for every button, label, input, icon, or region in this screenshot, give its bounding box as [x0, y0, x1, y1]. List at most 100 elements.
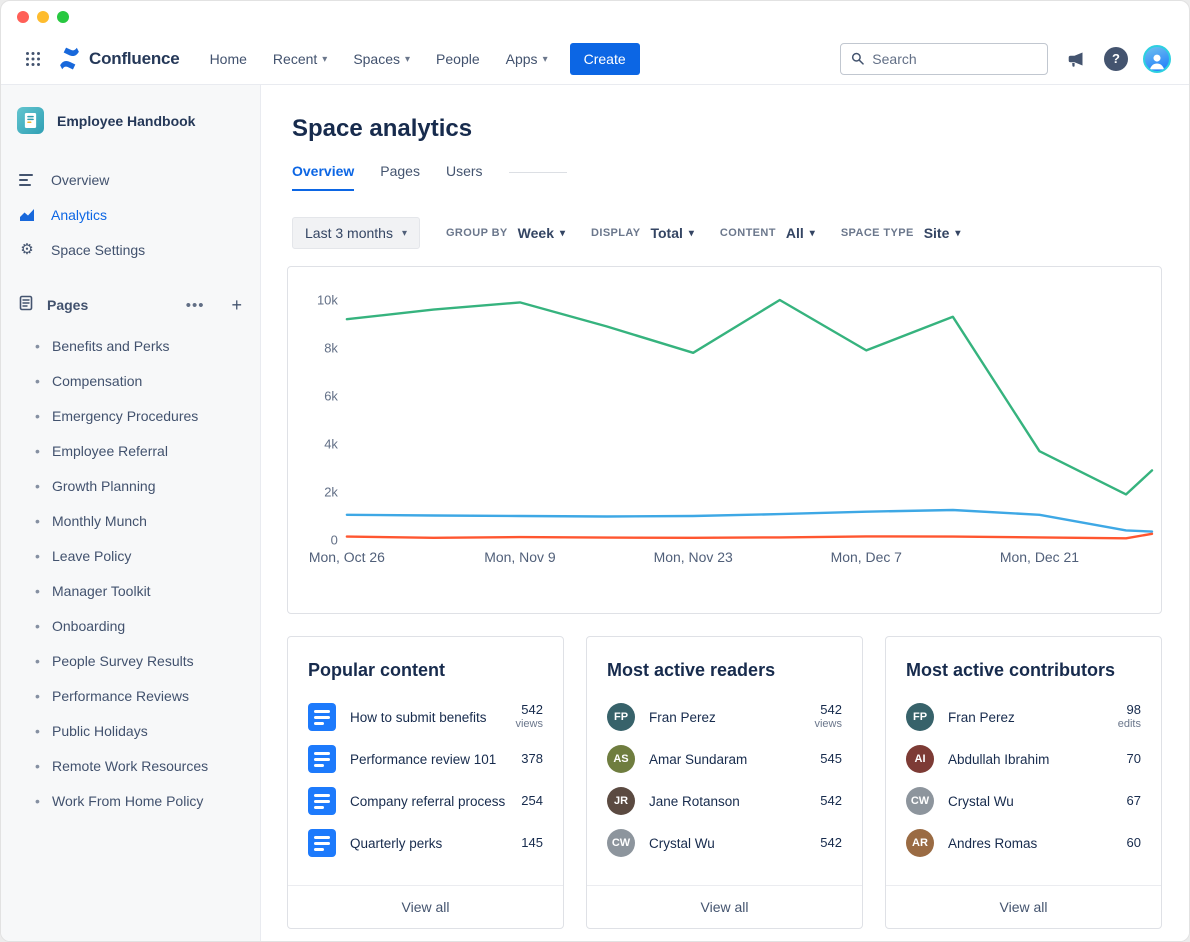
minimize-window-button[interactable] [37, 11, 49, 23]
svg-text:Mon, Nov 9: Mon, Nov 9 [484, 549, 556, 565]
item-value-number: 542 [820, 792, 842, 808]
card-popular-content: Popular content How to submit benefits 542… [287, 636, 564, 929]
item-value: 542 views [515, 702, 543, 732]
item-label: Fran Perez [948, 709, 1015, 725]
notebook-icon [24, 113, 37, 128]
topnav-item-label: Home [209, 50, 247, 67]
card-item[interactable]: AR Andres Romas 60 [886, 822, 1161, 864]
overview-icon [18, 173, 36, 187]
page-item-leave-policy[interactable]: Leave Policy [1, 538, 260, 573]
page-item-remote-work-resources[interactable]: Remote Work Resources [1, 748, 260, 783]
user-avatar[interactable] [1143, 44, 1171, 73]
analytics-chart[interactable]: 0 2k 4k 6k 8k 10k Mon, Oct 26 Mon, Nov 9 Mon, No… [288, 267, 1161, 613]
card-item[interactable]: JR Jane Rotanson 542 [587, 780, 862, 822]
card-items: FP Fran Perez 98 edits AI Abdullah Ibrahim 70 C… [886, 692, 1161, 885]
settings-icon: ⚙ [18, 242, 36, 257]
view-all-button[interactable]: View all [288, 885, 563, 928]
card-item[interactable]: Quarterly perks 145 [288, 822, 563, 864]
svg-text:10k: 10k [317, 292, 338, 307]
item-label: Performance review 101 [350, 751, 497, 767]
group-by-dropdown[interactable]: Week ▾ [518, 225, 565, 241]
page-item-work-from-home-policy[interactable]: Work From Home Policy [1, 783, 260, 818]
document-icon [308, 787, 336, 815]
page-item-compensation[interactable]: Compensation [1, 363, 260, 398]
document-outline-icon [19, 295, 33, 310]
svg-text:8k: 8k [324, 340, 338, 355]
item-value-number: 542 [521, 702, 543, 717]
card-item[interactable]: FP Fran Perez 542 views [587, 696, 862, 738]
tab-divider [508, 171, 567, 173]
chevron-down-icon: ▾ [559, 228, 566, 239]
tab-overview[interactable]: Overview [292, 163, 355, 191]
card-item[interactable]: FP Fran Perez 98 edits [886, 696, 1161, 738]
display-dropdown[interactable]: Total ▾ [650, 225, 693, 241]
create-button[interactable]: Create [569, 42, 640, 75]
card-title: Most active contributors [906, 660, 1116, 680]
zoom-window-button[interactable] [57, 11, 69, 23]
avatar: FP [906, 703, 934, 731]
page-item-people-survey-results[interactable]: People Survey Results [1, 643, 260, 678]
topnav-item-apps[interactable]: Apps ▾ [506, 51, 548, 67]
date-range-dropdown[interactable]: Last 3 months ▾ [292, 217, 420, 249]
card-item[interactable]: AI Abdullah Ibrahim 70 [886, 738, 1161, 780]
page-item-employee-referral[interactable]: Employee Referral [1, 433, 260, 468]
sidebar-item-overview[interactable]: Overview [1, 162, 260, 197]
item-value: 542 [820, 835, 842, 851]
page-item-onboarding[interactable]: Onboarding [1, 608, 260, 643]
sidebar-item-analytics[interactable]: Analytics [1, 197, 260, 232]
item-value-unit: views [814, 718, 842, 731]
tab-users[interactable]: Users [445, 163, 483, 179]
topnav-item-people[interactable]: People [436, 51, 480, 67]
document-icon [308, 703, 336, 731]
item-label: Abdullah Ibrahim [948, 751, 1050, 767]
page-item-emergency-procedures[interactable]: Emergency Procedures [1, 398, 260, 433]
item-value: 98 edits [1118, 702, 1141, 732]
item-value-number: 542 [820, 834, 842, 850]
item-value-unit: views [515, 718, 543, 731]
view-all-button[interactable]: View all [587, 885, 862, 928]
item-value: 542 views [814, 702, 842, 732]
tab-pages[interactable]: Pages [380, 163, 420, 179]
page-item-performance-reviews[interactable]: Performance Reviews [1, 678, 260, 713]
app-switcher-icon[interactable] [19, 45, 47, 73]
space-type-dropdown[interactable]: Site ▾ [924, 225, 961, 241]
page-item-manager-toolkit[interactable]: Manager Toolkit [1, 573, 260, 608]
filter-value-text: Total [650, 225, 683, 241]
card-item[interactable]: Company referral process 254 [288, 780, 563, 822]
view-all-button[interactable]: View all [886, 885, 1161, 928]
card-item[interactable]: CW Crystal Wu 542 [587, 822, 862, 864]
add-page-button[interactable]: + [231, 295, 242, 315]
card-item[interactable]: Performance review 101 378 [288, 738, 563, 780]
item-label: Quarterly perks [350, 835, 443, 851]
sidebar-item-label: Analytics [51, 206, 108, 223]
space-header[interactable]: Employee Handbook [1, 85, 260, 150]
page-item-growth-planning[interactable]: Growth Planning [1, 468, 260, 503]
analytics-icon [18, 208, 36, 222]
topnav-item-home[interactable]: Home [210, 51, 247, 67]
item-label: Fran Perez [649, 709, 716, 725]
announcements-icon[interactable] [1063, 46, 1089, 72]
card-item[interactable]: AS Amar Sundaram 545 [587, 738, 862, 780]
filters-bar: Last 3 months ▾ GROUP BY Week ▾ DISPLAY Tota… [292, 217, 1162, 249]
search-input[interactable] [872, 50, 1037, 67]
confluence-logo[interactable]: Confluence [57, 46, 180, 71]
card-item[interactable]: How to submit benefits 542 views [288, 696, 563, 738]
page-item-monthly-munch[interactable]: Monthly Munch [1, 503, 260, 538]
top-navigation: Confluence Home Recent ▾ Spaces ▾ People Apps ▾… [1, 33, 1189, 85]
page-item-public-holidays[interactable]: Public Holidays [1, 713, 260, 748]
item-value: 545 [820, 751, 842, 767]
main-content: Space analytics Overview Pages Users Last … [261, 85, 1189, 941]
page-item-benefits-and-perks[interactable]: Benefits and Perks [1, 328, 260, 363]
card-item[interactable]: CW Crystal Wu 67 [886, 780, 1161, 822]
help-icon[interactable]: ? [1104, 46, 1128, 71]
close-window-button[interactable] [17, 11, 29, 23]
filter-label: CONTENT [719, 227, 776, 239]
sidebar-item-space-settings[interactable]: ⚙ Space Settings [1, 232, 260, 267]
content-dropdown[interactable]: All ▾ [786, 225, 815, 241]
topnav-item-spaces[interactable]: Spaces ▾ [353, 51, 410, 67]
pages-more-button[interactable]: ••• [185, 296, 205, 314]
topnav-item-recent[interactable]: Recent ▾ [273, 51, 327, 67]
chevron-down-icon: ▾ [809, 228, 815, 239]
chevron-down-icon: ▾ [688, 228, 694, 239]
